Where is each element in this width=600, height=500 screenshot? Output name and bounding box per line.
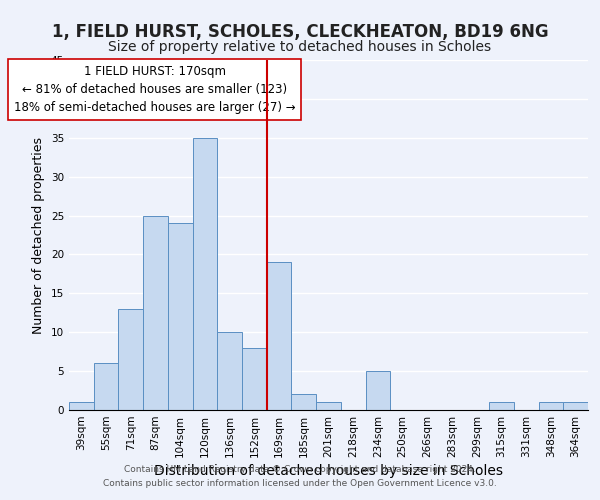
Bar <box>168 224 193 410</box>
Bar <box>292 394 316 410</box>
Bar <box>193 138 217 410</box>
Bar <box>69 402 94 410</box>
Bar <box>217 332 242 410</box>
Bar <box>316 402 341 410</box>
Bar <box>365 371 390 410</box>
Bar <box>143 216 168 410</box>
Bar <box>563 402 588 410</box>
Text: 1, FIELD HURST, SCHOLES, CLECKHEATON, BD19 6NG: 1, FIELD HURST, SCHOLES, CLECKHEATON, BD… <box>52 22 548 40</box>
X-axis label: Distribution of detached houses by size in Scholes: Distribution of detached houses by size … <box>154 464 503 478</box>
Text: 1 FIELD HURST: 170sqm
← 81% of detached houses are smaller (123)
18% of semi-det: 1 FIELD HURST: 170sqm ← 81% of detached … <box>14 66 295 114</box>
Text: Contains HM Land Registry data © Crown copyright and database right 2024.
Contai: Contains HM Land Registry data © Crown c… <box>103 466 497 487</box>
Bar <box>539 402 563 410</box>
Bar <box>94 364 118 410</box>
Bar <box>267 262 292 410</box>
Y-axis label: Number of detached properties: Number of detached properties <box>32 136 46 334</box>
Bar <box>118 309 143 410</box>
Bar <box>242 348 267 410</box>
Text: Size of property relative to detached houses in Scholes: Size of property relative to detached ho… <box>109 40 491 54</box>
Bar <box>489 402 514 410</box>
